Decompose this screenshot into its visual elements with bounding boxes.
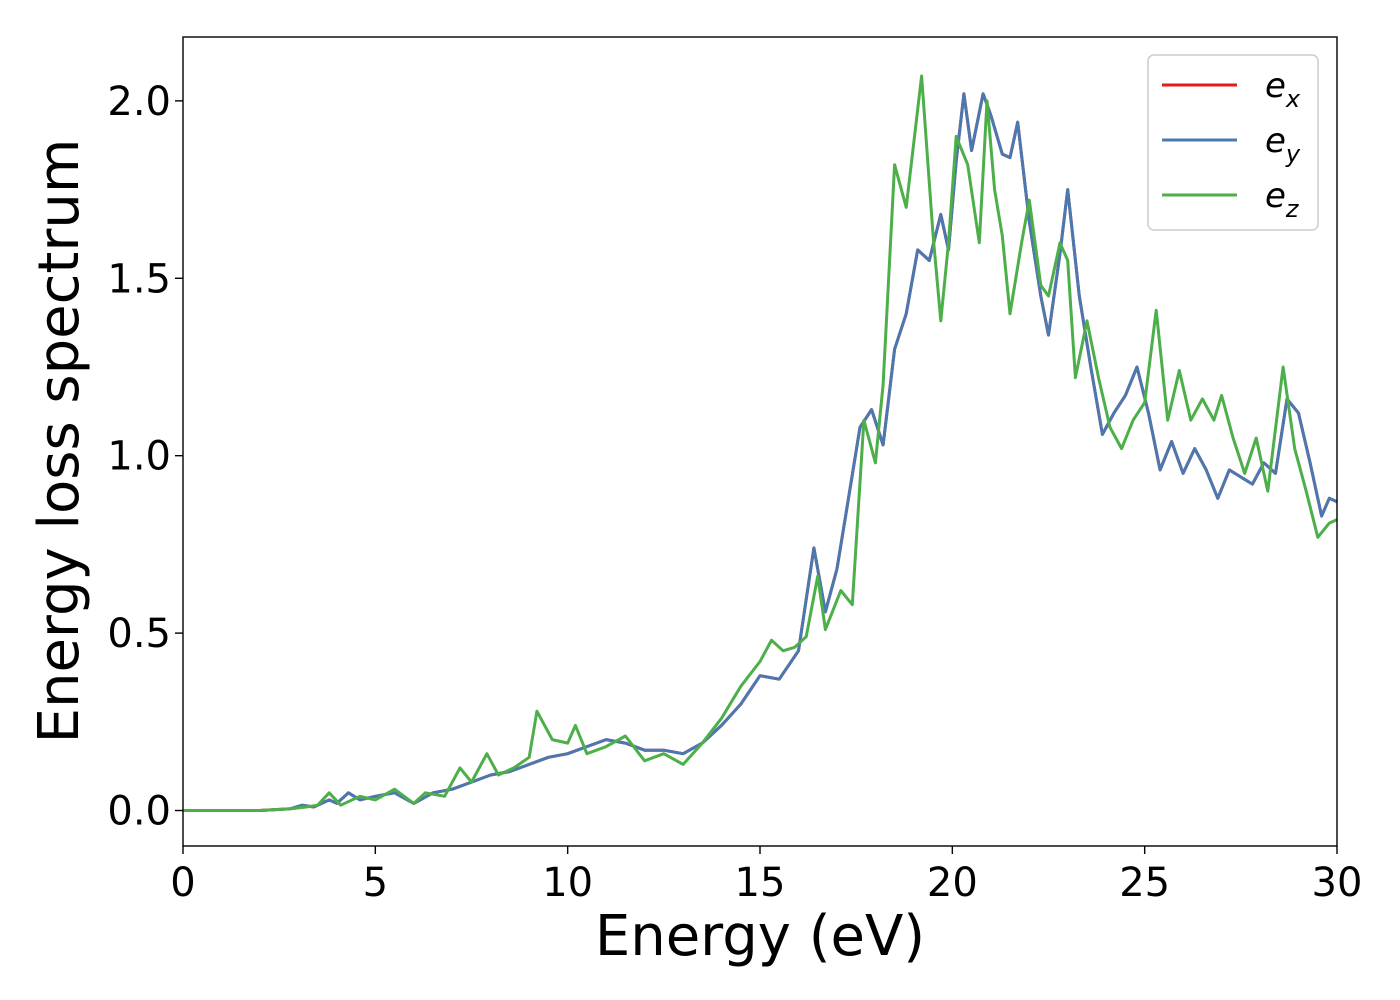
x-axis-label: Energy (eV) xyxy=(595,904,925,969)
legend-box xyxy=(1147,54,1319,231)
series-line-y xyxy=(183,92,1338,812)
legend: ex ey ez xyxy=(1147,54,1319,231)
y-axis-label: Energy loss spectrum xyxy=(27,139,92,744)
y-tick-label: 1.5 xyxy=(107,256,171,302)
legend-label-z: ez xyxy=(1265,176,1300,223)
y-tick-label: 0.5 xyxy=(107,611,171,657)
y-axis: 0.0 0.5 1.0 1.5 2.0 xyxy=(107,79,183,835)
legend-label-y: ey xyxy=(1265,121,1301,168)
x-tick-label: 30 xyxy=(1312,860,1363,906)
x-tick-label: 15 xyxy=(735,860,786,906)
x-tick-label: 5 xyxy=(363,860,388,906)
series-line-z xyxy=(183,74,1338,812)
y-tick-label: 1.0 xyxy=(107,434,171,480)
x-tick-label: 25 xyxy=(1119,860,1170,906)
x-axis: 0 5 10 15 20 25 30 xyxy=(170,846,1362,906)
series-lines xyxy=(183,74,1338,812)
x-tick-label: 10 xyxy=(542,860,593,906)
y-tick-label: 2.0 xyxy=(107,79,171,125)
y-tick-label: 0.0 xyxy=(107,789,171,835)
x-tick-label: 20 xyxy=(927,860,978,906)
x-tick-label: 0 xyxy=(170,860,195,906)
legend-label-x: ex xyxy=(1265,66,1301,113)
